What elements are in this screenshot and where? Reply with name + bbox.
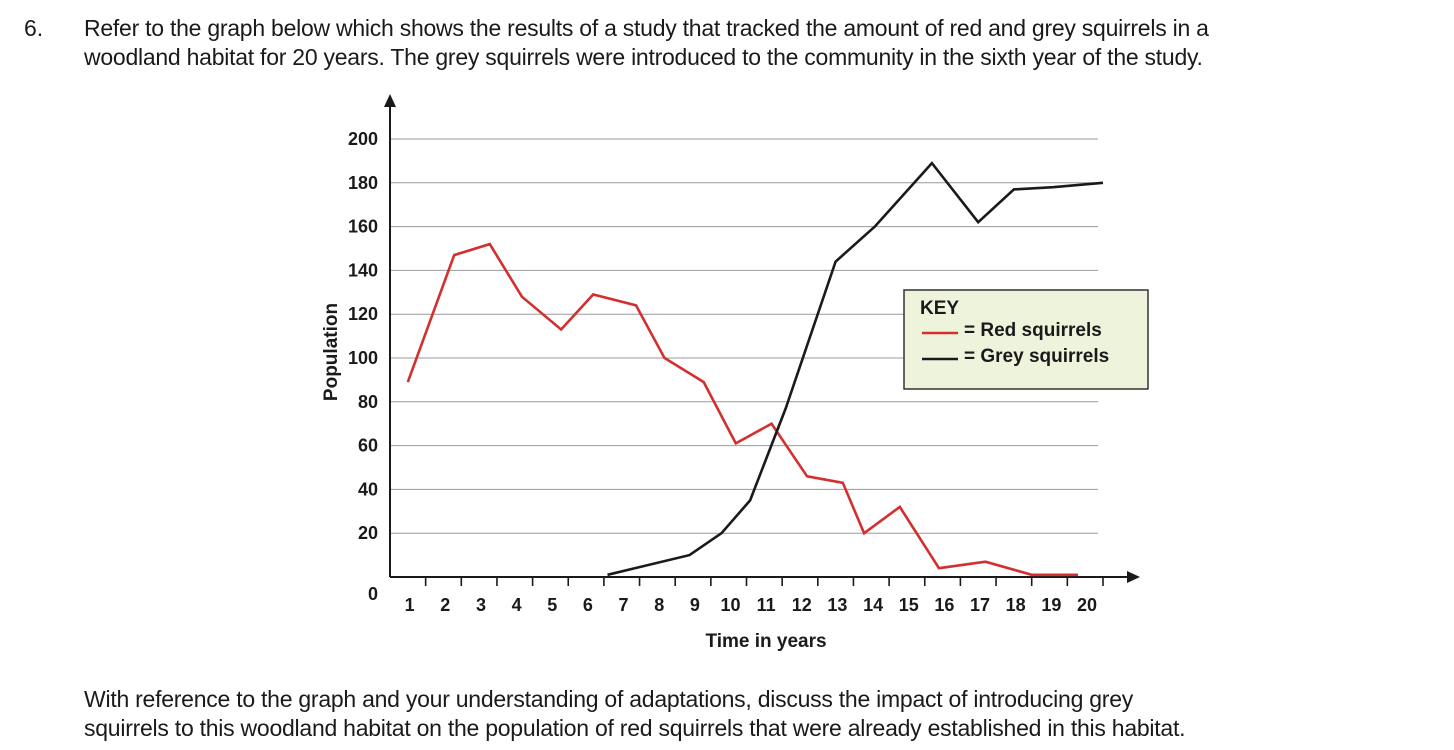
x-tick-label-10: 10 [720, 595, 740, 615]
follow-up-question: With reference to the graph and your und… [84, 685, 1446, 743]
x-tick-label-3: 3 [476, 595, 486, 615]
x-tick-label-2: 2 [440, 595, 450, 615]
y-tick-label-200: 200 [348, 129, 378, 149]
y-tick-label-160: 160 [348, 217, 378, 237]
y-axis-title: Population [321, 303, 342, 401]
x-tick-label-18: 18 [1006, 595, 1026, 615]
x-tick-label-1: 1 [405, 595, 415, 615]
y-tick-label-80: 80 [358, 392, 378, 412]
x-tick-label-7: 7 [619, 595, 629, 615]
y-tick-label-180: 180 [348, 173, 378, 193]
follow-up-line: squirrels to this woodland habitat on th… [84, 715, 1186, 741]
y-tick-label-40: 40 [358, 479, 378, 499]
x-axis-arrow [1127, 571, 1140, 583]
question-text-line: woodland habitat for 20 years. The grey … [84, 44, 1203, 70]
x-axis-ticks: 1 2 3 4 5 6 7 8 9 10 11 12 13 14 15 16 17 18 19 20 [405, 577, 1104, 615]
x-tick-label-19: 19 [1041, 595, 1061, 615]
follow-up-line: With reference to the graph and your und… [84, 686, 1133, 712]
x-tick-label-17: 17 [970, 595, 990, 615]
series-line-grey-squirrels [607, 161, 1104, 577]
x-tick-label-14: 14 [863, 595, 883, 615]
legend-title: KEY [920, 298, 959, 319]
question-text-line: Refer to the graph below which shows the… [84, 15, 1209, 41]
y-tick-label-60: 60 [358, 436, 378, 456]
chart-axes [384, 94, 1140, 583]
x-tick-label-13: 13 [827, 595, 847, 615]
series-line-red-squirrels [406, 242, 1078, 577]
y-tick-label-140: 140 [348, 260, 378, 280]
x-tick-label-11: 11 [757, 595, 776, 615]
x-tick-label-15: 15 [899, 595, 919, 615]
y-tick-label-20: 20 [358, 523, 378, 543]
legend-label-red-squirrels: = Red squirrels [964, 320, 1102, 341]
legend-box [903, 289, 1149, 390]
x-tick-label-9: 9 [690, 595, 700, 615]
y-tick-label-100: 100 [348, 348, 378, 368]
x-tick-label-5: 5 [547, 595, 557, 615]
x-tick-label-6: 6 [583, 595, 593, 615]
y-tick-label-120: 120 [348, 304, 378, 324]
y-tick-label-0: 0 [368, 584, 378, 604]
x-tick-label-20: 20 [1077, 595, 1097, 615]
chart-series [406, 161, 1104, 577]
x-tick-label-8: 8 [654, 595, 664, 615]
question-number: 6. [24, 15, 44, 41]
x-tick-label-12: 12 [792, 595, 812, 615]
x-axis-title: Time in years [705, 631, 826, 652]
question-text: Refer to the graph below which shows the… [84, 14, 1446, 72]
x-tick-label-16: 16 [934, 595, 954, 615]
y-axis-ticks: 0 20 40 60 80 100 120 140 160 180 200 [348, 129, 378, 604]
x-tick-label-4: 4 [512, 595, 522, 615]
legend-label-grey-squirrels: = Grey squirrels [964, 346, 1109, 367]
y-axis-arrow [384, 94, 396, 107]
chart-legend: KEY = Red squirrels = Grey squirrels [903, 289, 1149, 390]
